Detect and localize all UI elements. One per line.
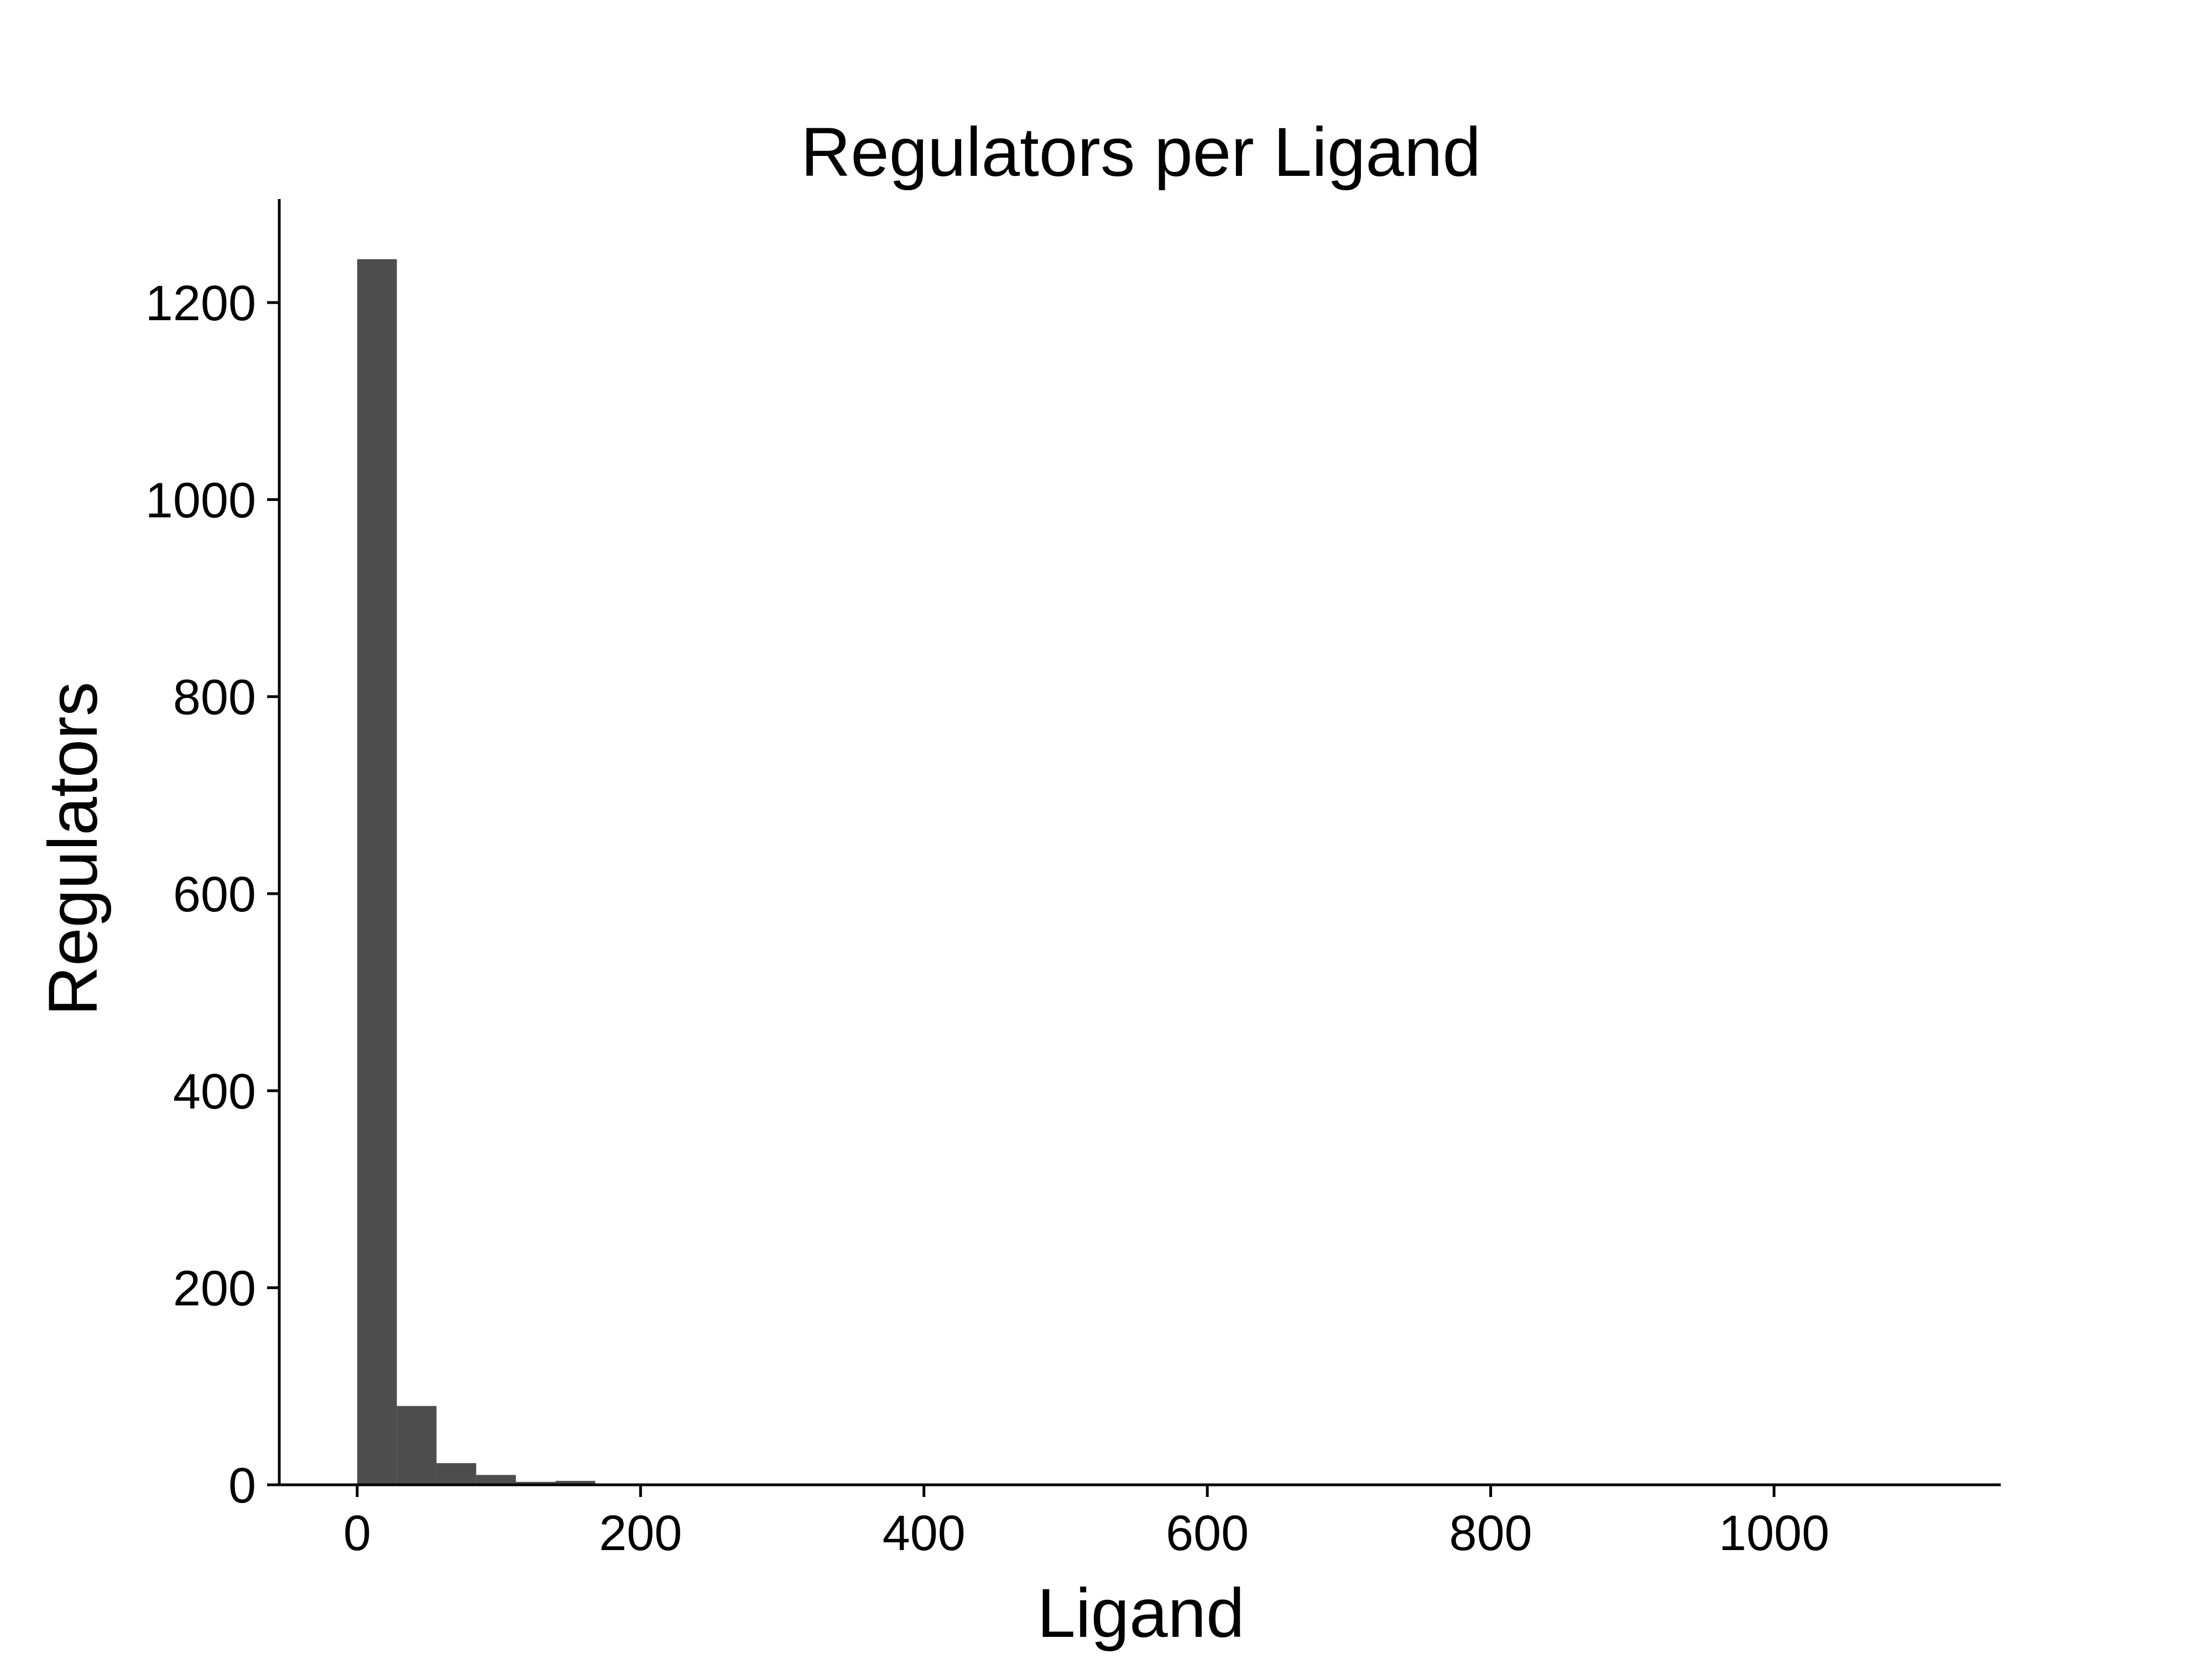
y-tick-label: 800 (173, 670, 256, 726)
x-tick-label: 600 (1166, 1506, 1249, 1561)
histogram-bar (476, 1475, 516, 1485)
chart-title: Regulators per Ligand (801, 114, 1481, 191)
x-tick-label: 0 (343, 1506, 371, 1561)
x-tick-label: 200 (599, 1506, 682, 1561)
y-axis-label: Regulators (35, 682, 112, 1016)
x-tick-label: 400 (883, 1506, 966, 1561)
histogram-bar (515, 1481, 556, 1485)
histogram-bar (436, 1463, 477, 1485)
y-tick-label: 400 (173, 1064, 256, 1119)
y-tick-label: 0 (228, 1458, 256, 1514)
bars-group (357, 259, 1944, 1485)
histogram-bar (397, 1406, 437, 1485)
y-tick-label: 1000 (145, 473, 256, 528)
histogram-bar (357, 259, 397, 1485)
histogram-bar (555, 1480, 596, 1485)
y-tick-label: 1200 (145, 276, 256, 331)
y-tick-label: 200 (173, 1261, 256, 1317)
y-tick-label: 600 (173, 867, 256, 922)
x-ticks-group: 0 200 400 600 800 1000 (343, 1485, 1829, 1561)
x-axis-label: Ligand (1037, 1575, 1244, 1652)
x-tick-label: 800 (1449, 1506, 1532, 1561)
y-ticks-group: 0 200 400 600 800 1000 1200 (145, 276, 279, 1514)
x-tick-label: 1000 (1719, 1506, 1829, 1561)
